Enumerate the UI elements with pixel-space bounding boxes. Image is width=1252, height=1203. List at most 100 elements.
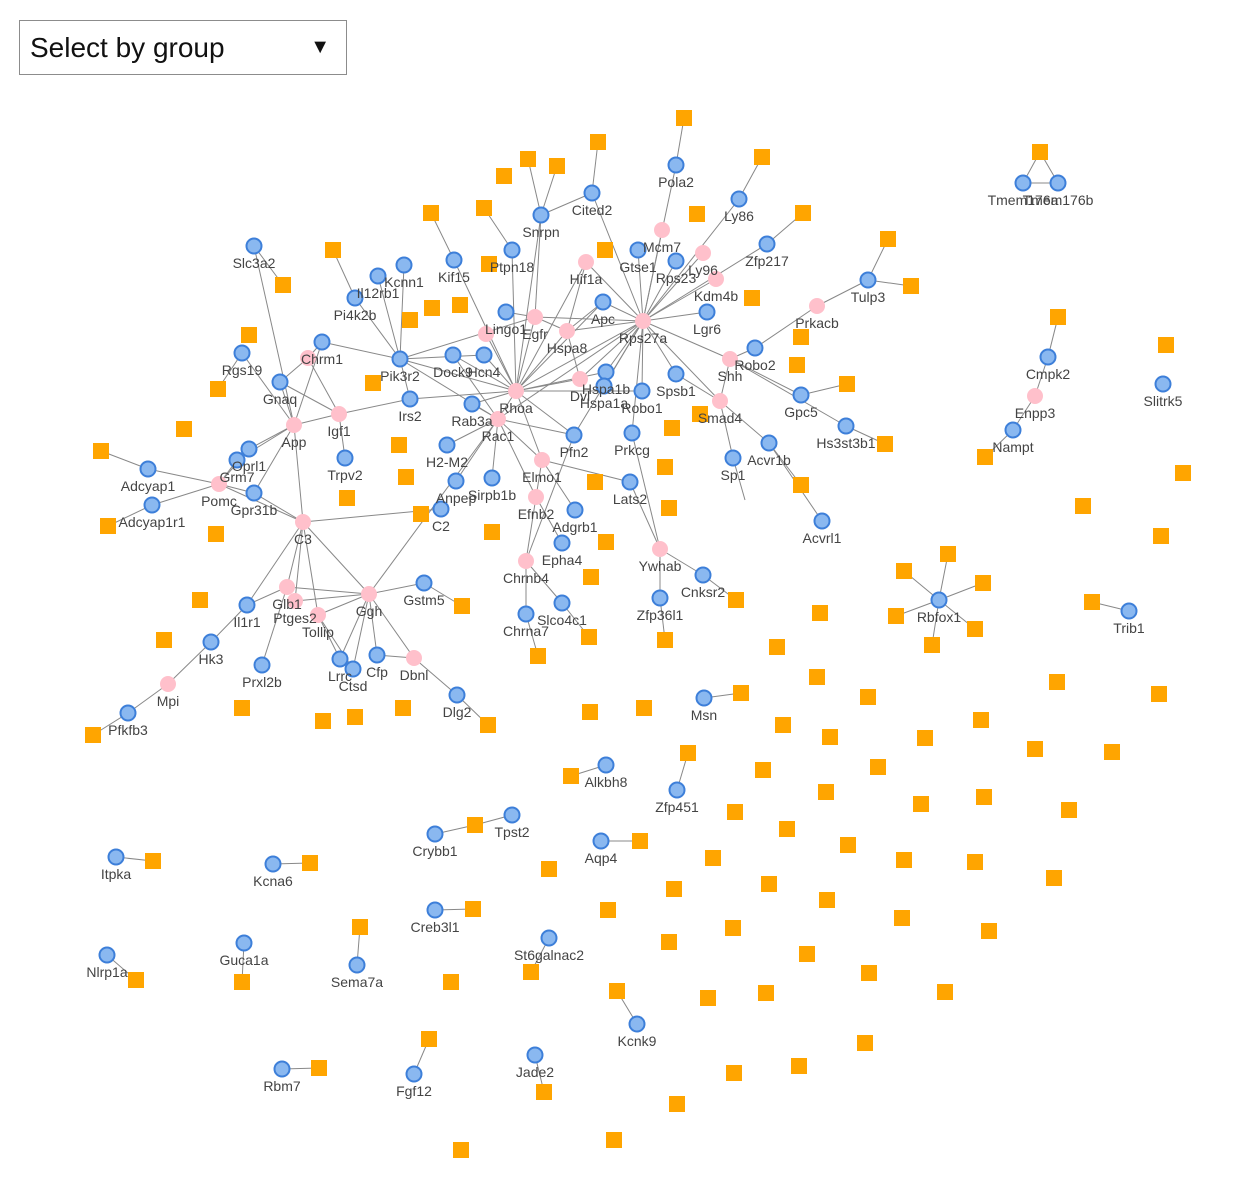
hub-node[interactable] <box>1027 388 1043 404</box>
gene-node[interactable] <box>694 566 712 584</box>
gene-node[interactable] <box>415 574 433 592</box>
gene-node[interactable] <box>245 237 263 255</box>
square-node[interactable] <box>981 923 997 939</box>
gene-node[interactable] <box>107 848 125 866</box>
square-node[interactable] <box>725 920 741 936</box>
gene-node[interactable] <box>228 451 246 469</box>
square-node[interactable] <box>467 817 483 833</box>
square-node[interactable] <box>530 648 546 664</box>
gene-node[interactable] <box>859 271 877 289</box>
square-node[interactable] <box>454 598 470 614</box>
square-node[interactable] <box>733 685 749 701</box>
hub-node[interactable] <box>490 411 506 427</box>
gene-node[interactable] <box>758 235 776 253</box>
gene-node[interactable] <box>202 633 220 651</box>
square-node[interactable] <box>812 605 828 621</box>
gene-node[interactable] <box>344 660 362 678</box>
square-node[interactable] <box>689 206 705 222</box>
square-node[interactable] <box>666 881 682 897</box>
hub-node[interactable] <box>527 309 543 325</box>
gene-node[interactable] <box>629 241 647 259</box>
square-node[interactable] <box>85 727 101 743</box>
square-node[interactable] <box>563 768 579 784</box>
hub-node[interactable] <box>478 326 494 342</box>
gene-node[interactable] <box>240 440 258 458</box>
gene-node[interactable] <box>695 689 713 707</box>
gene-node[interactable] <box>724 449 742 467</box>
gene-node[interactable] <box>368 646 386 664</box>
hub-node[interactable] <box>518 553 534 569</box>
square-node[interactable] <box>860 689 876 705</box>
square-node[interactable] <box>880 231 896 247</box>
gene-node[interactable] <box>271 373 289 391</box>
square-node[interactable] <box>541 861 557 877</box>
square-node[interactable] <box>315 713 331 729</box>
gene-node[interactable] <box>253 656 271 674</box>
square-node[interactable] <box>192 592 208 608</box>
square-node[interactable] <box>93 443 109 459</box>
square-node[interactable] <box>234 700 250 716</box>
gene-node[interactable] <box>760 434 778 452</box>
gene-node[interactable] <box>1039 348 1057 366</box>
square-node[interactable] <box>398 469 414 485</box>
square-node[interactable] <box>423 205 439 221</box>
square-node[interactable] <box>940 546 956 562</box>
gene-node[interactable] <box>369 267 387 285</box>
gene-node[interactable] <box>119 704 137 722</box>
gene-node[interactable] <box>1154 375 1172 393</box>
gene-node[interactable] <box>623 424 641 442</box>
gene-node[interactable] <box>597 363 615 381</box>
square-node[interactable] <box>769 639 785 655</box>
square-node[interactable] <box>669 1096 685 1112</box>
gene-node[interactable] <box>238 596 256 614</box>
square-node[interactable] <box>587 474 603 490</box>
square-node[interactable] <box>347 709 363 725</box>
square-node[interactable] <box>664 420 680 436</box>
square-node[interactable] <box>1032 144 1048 160</box>
square-node[interactable] <box>520 151 536 167</box>
gene-node[interactable] <box>628 1015 646 1033</box>
square-node[interactable] <box>365 375 381 391</box>
hub-node[interactable] <box>528 489 544 505</box>
square-node[interactable] <box>917 730 933 746</box>
square-node[interactable] <box>1061 802 1077 818</box>
gene-node[interactable] <box>792 386 810 404</box>
square-node[interactable] <box>453 1142 469 1158</box>
gene-node[interactable] <box>346 289 364 307</box>
gene-node[interactable] <box>233 344 251 362</box>
square-node[interactable] <box>894 910 910 926</box>
square-node[interactable] <box>480 717 496 733</box>
square-node[interactable] <box>339 490 355 506</box>
square-node[interactable] <box>840 837 856 853</box>
gene-node[interactable] <box>483 469 501 487</box>
gene-node[interactable] <box>273 1060 291 1078</box>
square-node[interactable] <box>481 256 497 272</box>
square-node[interactable] <box>582 704 598 720</box>
gene-node[interactable] <box>143 496 161 514</box>
gene-node[interactable] <box>348 956 366 974</box>
hub-node[interactable] <box>534 452 550 468</box>
square-node[interactable] <box>536 1084 552 1100</box>
square-node[interactable] <box>590 134 606 150</box>
square-node[interactable] <box>779 821 795 837</box>
gene-node[interactable] <box>444 346 462 364</box>
square-node[interactable] <box>632 833 648 849</box>
gene-node[interactable] <box>447 472 465 490</box>
square-node[interactable] <box>581 629 597 645</box>
gene-node[interactable] <box>313 333 331 351</box>
square-node[interactable] <box>977 449 993 465</box>
square-node[interactable] <box>484 524 500 540</box>
hub-node[interactable] <box>722 351 738 367</box>
gene-node[interactable] <box>553 534 571 552</box>
gene-node[interactable] <box>930 591 948 609</box>
hub-node[interactable] <box>635 313 651 329</box>
square-node[interactable] <box>793 329 809 345</box>
hub-node[interactable] <box>652 541 668 557</box>
square-node[interactable] <box>728 592 744 608</box>
hub-node[interactable] <box>286 417 302 433</box>
gene-node[interactable] <box>594 293 612 311</box>
gene-node[interactable] <box>426 901 444 919</box>
square-node[interactable] <box>799 946 815 962</box>
square-node[interactable] <box>1050 309 1066 325</box>
gene-node[interactable] <box>621 473 639 491</box>
